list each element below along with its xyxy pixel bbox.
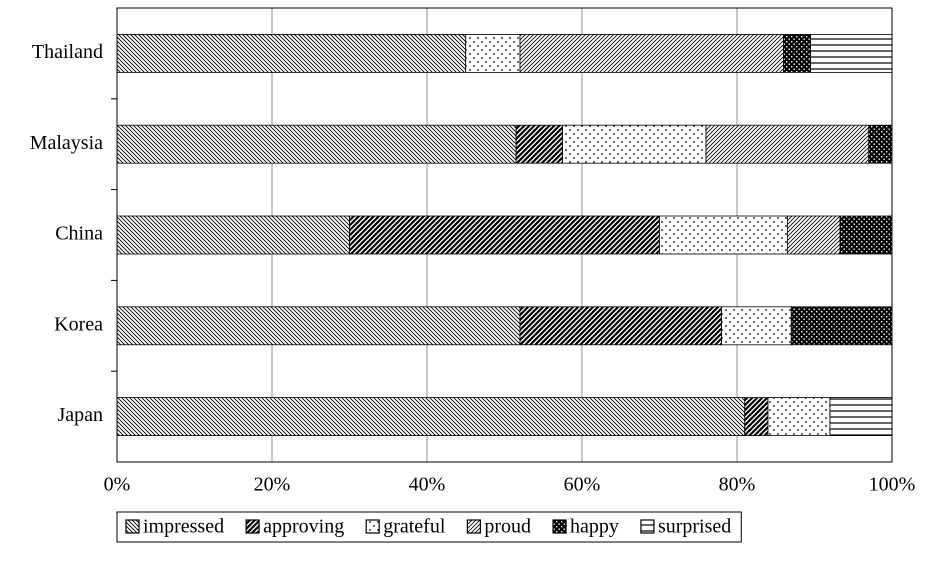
- bar-segment: [515, 124, 564, 164]
- y-tick-label: China: [55, 223, 103, 245]
- bar-segment: [465, 34, 521, 73]
- bar-segment: [116, 215, 350, 255]
- legend-swatch: [365, 519, 380, 534]
- bar-segment: [116, 34, 467, 73]
- y-tick-label: Japan: [57, 404, 103, 426]
- bar-segment: [519, 34, 784, 73]
- x-tick-label: 40%: [409, 474, 446, 496]
- plot-frame: [116, 7, 893, 463]
- legend-label: proud: [484, 516, 531, 538]
- bar-segment: [705, 124, 870, 164]
- x-tick-label: 60%: [564, 474, 601, 496]
- bar-segment: [562, 124, 707, 164]
- bar-segment: [790, 306, 893, 346]
- bar-segment: [519, 306, 722, 346]
- y-tick-label: Malaysia: [30, 132, 103, 154]
- bar-segment: [116, 397, 746, 437]
- bar-segment: [116, 124, 517, 164]
- legend: impressed approving grateful proud happy surp…: [116, 511, 742, 543]
- bar-segment: [116, 306, 521, 346]
- bar-segment: [744, 397, 769, 437]
- bar-segment: [810, 34, 893, 73]
- bar-segment: [721, 306, 792, 346]
- legend-box: [116, 511, 742, 543]
- x-tick-label: 100%: [869, 474, 916, 496]
- bar-segment: [829, 397, 893, 437]
- bar-segment: [767, 397, 831, 437]
- legend-swatch: [466, 519, 481, 534]
- legend-swatch: [552, 519, 567, 534]
- bar-segment: [839, 215, 893, 255]
- x-tick-label: 20%: [254, 474, 291, 496]
- bar-segment: [783, 34, 812, 73]
- bar-segment: [349, 215, 660, 255]
- legend-label: surprised: [658, 516, 731, 538]
- bar-segment: [786, 215, 841, 255]
- legend-swatch: [125, 519, 140, 534]
- legend-label: grateful: [383, 516, 446, 538]
- legend-swatch: [245, 519, 260, 534]
- y-tick-label: Thailand: [32, 41, 103, 63]
- legend-swatch: [640, 519, 655, 534]
- bar-segment: [868, 124, 893, 164]
- bar-segment: [659, 215, 788, 255]
- x-tick-label: 0%: [104, 474, 131, 496]
- legend-label: approving: [263, 516, 344, 538]
- legend-label: happy: [570, 516, 619, 538]
- y-tick-label: Korea: [54, 313, 103, 335]
- x-tick-label: 80%: [719, 474, 756, 496]
- legend-label: impressed: [143, 516, 224, 538]
